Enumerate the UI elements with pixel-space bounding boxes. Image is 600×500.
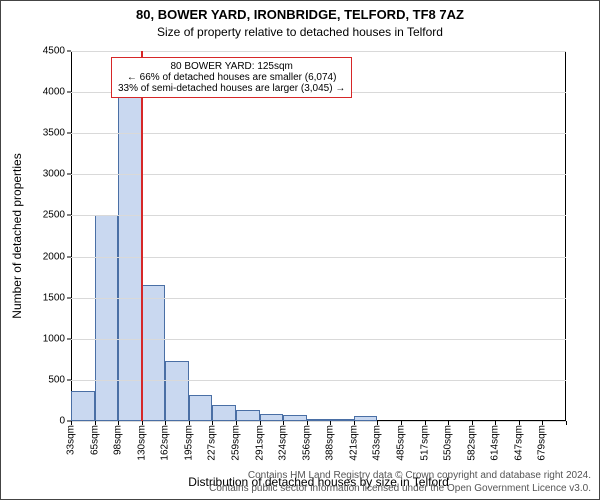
histogram-bar [118,84,142,421]
callout-line1: 80 BOWER YARD: 125sqm [118,61,345,72]
gridline [71,133,566,134]
callout-box: 80 BOWER YARD: 125sqm ← 66% of detached … [111,57,352,98]
x-tick-label: 291sqm [254,425,265,461]
histogram-bar [189,395,213,421]
histogram-bar [165,361,189,421]
x-tick-label: 227sqm [207,425,218,461]
x-tick-label: 550sqm [443,425,454,461]
histogram-bar [212,405,236,421]
histogram-bar [236,410,260,421]
x-tick-label: 647sqm [513,425,524,461]
x-tick-label: 582sqm [466,425,477,461]
gridline [71,215,566,216]
x-tick-label: 679sqm [537,425,548,461]
footer-attribution: Contains HM Land Registry data © Crown c… [1,470,591,495]
x-tick-mark [566,421,567,425]
footer-line1: Contains HM Land Registry data © Crown c… [1,470,591,483]
y-tick-label: 2500 [43,210,71,221]
y-tick-label: 3000 [43,169,71,180]
x-tick-label: 259sqm [231,425,242,461]
gridline [71,298,566,299]
x-tick-label: 324sqm [278,425,289,461]
y-tick-label: 4000 [43,87,71,98]
x-tick-label: 453sqm [372,425,383,461]
gridline [71,421,566,422]
chart-title: 80, BOWER YARD, IRONBRIDGE, TELFORD, TF8… [1,7,599,22]
chart-container: 80, BOWER YARD, IRONBRIDGE, TELFORD, TF8… [0,0,600,500]
y-tick-label: 1000 [43,333,71,344]
x-tick-label: 356sqm [301,425,312,461]
y-tick-label: 2000 [43,251,71,262]
x-tick-label: 195sqm [183,425,194,461]
gridline [71,51,566,52]
reference-line [141,51,143,421]
x-tick-label: 162sqm [160,425,171,461]
y-tick-label: 1500 [43,292,71,303]
y-axis-label: Number of detached properties [10,153,24,318]
gridline [71,339,566,340]
histogram-bar [260,414,284,421]
gridline [71,257,566,258]
x-tick-label: 130sqm [136,425,147,461]
histogram-bar [71,391,95,421]
x-tick-label: 65sqm [89,425,100,455]
chart-subtitle: Size of property relative to detached ho… [1,25,599,39]
histogram-bar [95,215,119,421]
gridline [71,380,566,381]
callout-line3: 33% of semi-detached houses are larger (… [118,83,345,94]
y-tick-label: 4500 [43,46,71,57]
x-tick-label: 614sqm [490,425,501,461]
y-tick-label: 500 [48,374,71,385]
gridline [71,174,566,175]
histogram-bar [142,285,166,421]
x-tick-label: 517sqm [419,425,430,461]
x-tick-label: 421sqm [348,425,359,461]
x-tick-label: 33sqm [66,425,77,455]
x-tick-label: 485sqm [396,425,407,461]
plot-area: 050010001500200025003000350040004500 33s… [71,51,566,421]
callout-line2: ← 66% of detached houses are smaller (6,… [118,72,345,83]
y-tick-label: 3500 [43,128,71,139]
bars-layer [71,51,566,421]
footer-line2: Contains public sector information licen… [1,483,591,496]
x-tick-label: 388sqm [325,425,336,461]
x-tick-label: 98sqm [113,425,124,455]
